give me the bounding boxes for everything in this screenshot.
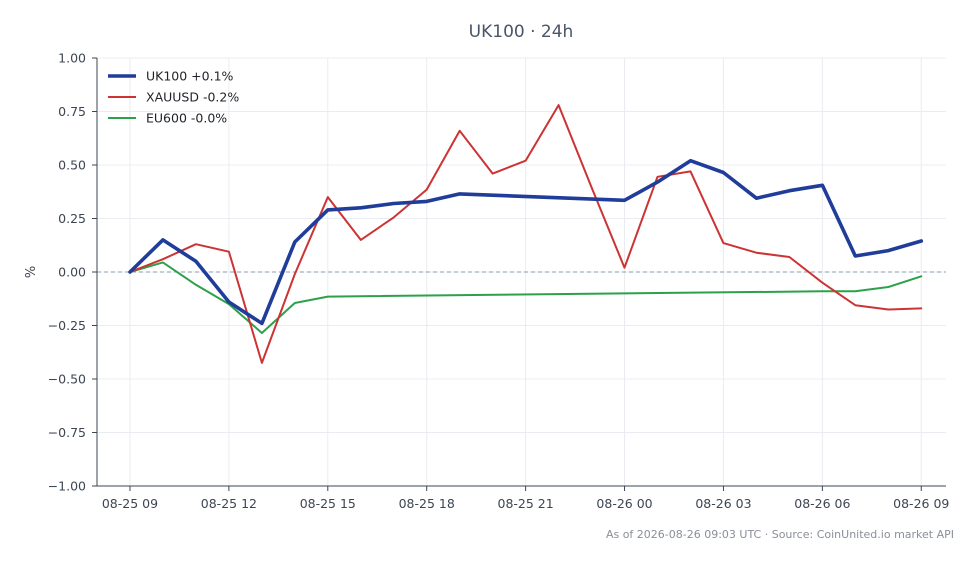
footer-source: As of 2026-08-26 09:03 UTC · Source: Coi… [606, 528, 954, 541]
x-tick-label-5: 08-26 00 [596, 496, 652, 511]
legend-label-1: XAUUSD -0.2% [146, 90, 239, 105]
y-axis-label: % [24, 266, 39, 278]
y-tick-label-3: 0.25 [58, 211, 86, 226]
y-tick-label-8: −1.00 [48, 479, 86, 494]
y-tick-label-1: 0.75 [58, 104, 86, 119]
series-lines [128, 104, 924, 364]
x-tick-label-7: 08-26 06 [794, 496, 850, 511]
legend-label-2: EU600 -0.0% [146, 111, 227, 126]
legend-label-0: UK100 +0.1% [146, 69, 234, 84]
y-tick-label-5: −0.25 [48, 318, 86, 333]
y-tick-label-0: 1.00 [58, 51, 86, 66]
y-axis-ticks: 1.00 0.75 0.50 0.25 0.00 −0.25 −0.50 −0.75 −1.00 [48, 51, 97, 494]
x-axis-ticks: 08-25 09 08-25 12 08-25 15 08-25 18 08-25 21… [102, 486, 949, 511]
y-tick-label-4: 0.00 [58, 265, 86, 280]
y-tick-label-2: 0.50 [58, 158, 86, 173]
x-tick-label-0: 08-25 09 [102, 496, 158, 511]
legend: UK100 +0.1% XAUUSD -0.2% EU600 -0.0% [108, 69, 239, 126]
x-tick-label-6: 08-26 03 [695, 496, 751, 511]
y-tick-label-6: −0.50 [48, 372, 86, 387]
series-line-2 [129, 261, 923, 334]
x-tick-label-2: 08-25 15 [300, 496, 356, 511]
series-line-0 [128, 158, 924, 326]
x-tick-label-3: 08-25 18 [399, 496, 455, 511]
chart-title: UK100 · 24h [469, 22, 574, 42]
series-line-1 [129, 104, 923, 364]
y-tick-label-7: −0.75 [48, 425, 86, 440]
x-tick-label-4: 08-25 21 [498, 496, 554, 511]
x-tick-label-8: 08-26 09 [893, 496, 949, 511]
x-tick-label-1: 08-25 12 [201, 496, 257, 511]
